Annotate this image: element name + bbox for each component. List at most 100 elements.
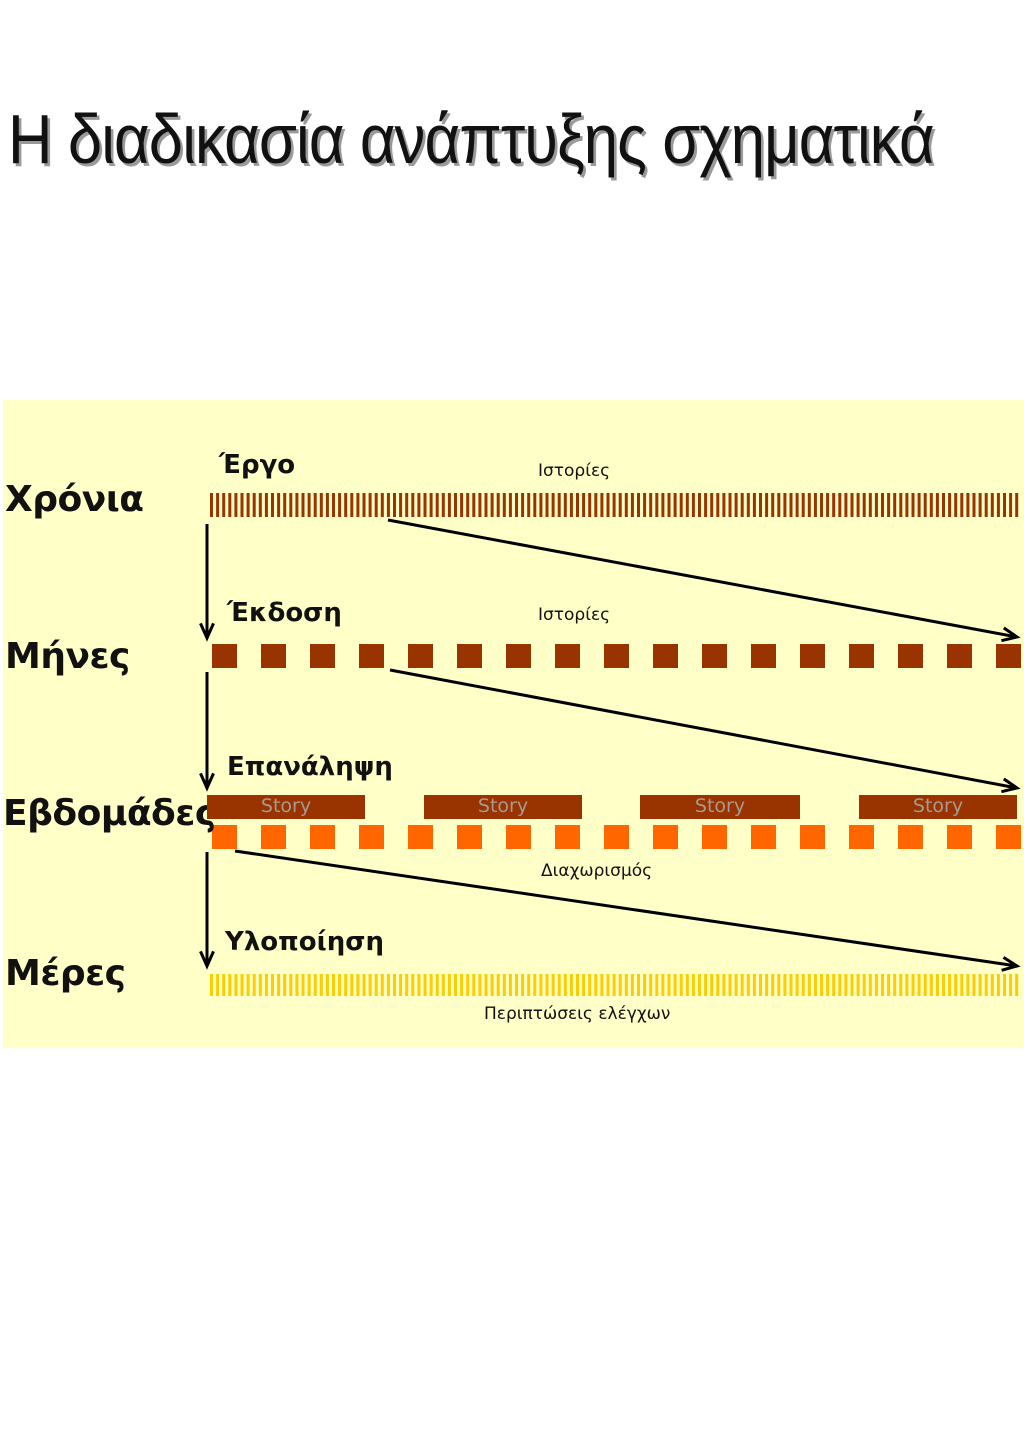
days-tick [313, 974, 317, 996]
days-tick [338, 974, 342, 996]
years-tick [954, 493, 958, 517]
story-block: Story [424, 795, 582, 819]
years-tick [411, 493, 415, 517]
years-tick [234, 493, 238, 517]
years-tick [569, 493, 573, 517]
years-tick [832, 493, 836, 517]
years-tick [868, 493, 872, 517]
years-tick [972, 493, 976, 517]
days-tick [661, 974, 665, 996]
years-tick [228, 493, 232, 517]
days-tick [454, 974, 457, 996]
days-tick [271, 974, 274, 996]
weeks-block [800, 825, 825, 849]
weeks-block [261, 825, 286, 849]
days-tick [765, 974, 769, 996]
years-tick [356, 493, 360, 517]
years-tick [246, 493, 250, 517]
days-tick [460, 974, 464, 996]
years-tick [801, 493, 805, 517]
days-tick [618, 974, 622, 996]
caption-breakdown: Διαχωρισμός [541, 861, 653, 881]
days-tick [673, 974, 677, 996]
days-tick [826, 974, 830, 996]
caption-test-cases: Περιπτώσεις ελέγχων [484, 1004, 671, 1024]
years-tick [417, 493, 421, 517]
years-tick [435, 493, 439, 517]
years-tick [258, 493, 262, 517]
stage-label-implementation: Υλοποίηση [225, 927, 384, 957]
years-tick [1009, 493, 1013, 517]
days-tick [252, 974, 256, 996]
weeks-block [702, 825, 727, 849]
days-tick [563, 974, 567, 996]
years-tick [643, 493, 647, 517]
months-block [359, 644, 384, 668]
days-tick [820, 974, 823, 996]
years-tick [1015, 493, 1019, 517]
years-tick [984, 493, 988, 517]
years-tick [594, 493, 598, 517]
days-tick [637, 974, 640, 996]
days-tick [490, 974, 494, 996]
years-tick [905, 493, 909, 517]
days-tick [466, 974, 470, 996]
years-tick [783, 493, 787, 517]
years-tick [332, 493, 335, 517]
days-tick [222, 974, 226, 996]
years-tick [557, 493, 561, 517]
days-tick [954, 974, 958, 996]
years-tick [338, 493, 342, 517]
years-tick [277, 493, 281, 517]
years-tick [850, 493, 854, 517]
days-tick [234, 974, 238, 996]
days-tick [795, 974, 799, 996]
years-tick [612, 493, 616, 517]
days-tick [850, 974, 854, 996]
days-tick [1015, 974, 1019, 996]
years-tick [429, 493, 433, 517]
days-tick [948, 974, 952, 996]
years-tick [734, 493, 738, 517]
years-tick [630, 493, 634, 517]
years-tick [704, 493, 708, 517]
level-label-weeks: Εβδομάδες [3, 793, 216, 834]
days-tick [600, 974, 604, 996]
days-tick [350, 974, 354, 996]
years-tick [527, 493, 531, 517]
days-tick [289, 974, 293, 996]
days-tick [429, 974, 433, 996]
days-tick [881, 974, 884, 996]
months-block [506, 644, 531, 668]
years-tick [728, 493, 732, 517]
years-tick [618, 493, 622, 517]
days-tick [832, 974, 836, 996]
years-tick [966, 493, 970, 517]
days-tick [441, 974, 445, 996]
stage-label-release: Έκδοση [227, 598, 342, 628]
days-tick [917, 974, 921, 996]
diagonal-arrow-stories-years [387, 518, 1021, 643]
days-tick [332, 974, 335, 996]
years-tick [606, 493, 610, 517]
days-tick [679, 974, 683, 996]
years-tick [691, 493, 695, 517]
years-tick [893, 493, 897, 517]
weeks-block [359, 825, 384, 849]
years-tick [679, 493, 683, 517]
years-tick [960, 493, 964, 517]
days-tick [508, 974, 512, 996]
years-tick [344, 493, 348, 517]
days-tick [386, 974, 390, 996]
years-tick [673, 493, 677, 517]
years-tick [576, 493, 579, 517]
years-tick [313, 493, 317, 517]
months-block [261, 644, 286, 668]
down-arrow-years-to-months [199, 524, 215, 642]
days-tick [655, 974, 659, 996]
years-tick [929, 493, 933, 517]
weeks-block [653, 825, 678, 849]
down-arrow-weeks-to-days [199, 852, 215, 970]
days-tick [515, 974, 518, 996]
months-block [653, 644, 678, 668]
